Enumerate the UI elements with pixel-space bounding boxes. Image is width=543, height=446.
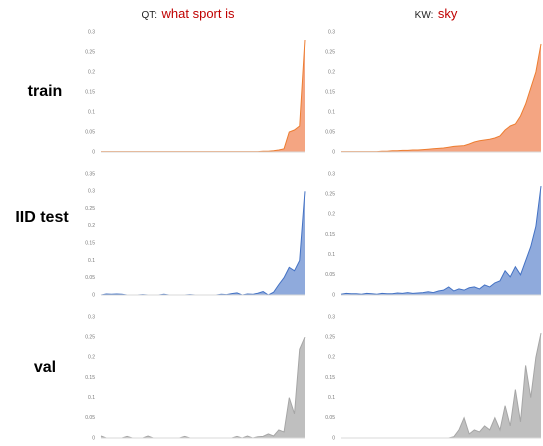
area	[341, 186, 541, 295]
y-tick-label: 0.1	[88, 258, 95, 264]
y-tick-label: 0.2	[88, 355, 95, 361]
y-tick-label: 0.35	[85, 171, 95, 177]
area-line	[101, 39, 306, 153]
y-tick-label: 0	[92, 435, 95, 441]
y-tick-label: 0	[92, 149, 95, 155]
y-tick-label: 0.05	[325, 129, 335, 135]
y-tick-label: 0.2	[328, 355, 335, 361]
y-tick-label: 0.3	[88, 314, 95, 320]
y-tick-label: 0.05	[85, 415, 95, 421]
y-tick-label: 0.15	[85, 375, 95, 381]
y-tick-label: 0.2	[88, 223, 95, 229]
y-tick-label: 0.2	[328, 69, 335, 75]
y-tick-label: 0.05	[85, 275, 95, 281]
header-prefix: QT:	[142, 10, 158, 21]
y-tick-label: 0	[332, 292, 335, 298]
y-tick-label: 0.05	[325, 272, 335, 278]
y-tick-label: 0	[92, 292, 95, 298]
y-tick-label: 0.2	[88, 69, 95, 75]
y-tick-label: 0.3	[328, 171, 335, 177]
y-tick-label: 0.25	[325, 49, 335, 55]
row-label: IID test	[15, 209, 69, 226]
y-tick-label: 0.25	[85, 49, 95, 55]
y-tick-label: 0.15	[85, 89, 95, 95]
y-tick-label: 0.15	[325, 232, 335, 238]
y-tick-label: 0.25	[325, 334, 335, 340]
y-tick-label: 0.1	[88, 109, 95, 115]
y-tick-label: 0.05	[325, 415, 335, 421]
y-tick-label: 0.25	[325, 191, 335, 197]
row-label: val	[34, 359, 56, 376]
y-tick-label: 0.25	[85, 334, 95, 340]
y-tick-label: 0.1	[328, 395, 335, 401]
y-tick-label: 0.1	[328, 252, 335, 258]
y-tick-label: 0.3	[328, 29, 335, 35]
y-tick-label: 0.15	[325, 375, 335, 381]
header-query: sky	[438, 6, 458, 21]
y-tick-label: 0.15	[85, 240, 95, 246]
row-label: train	[28, 83, 63, 100]
area	[101, 40, 305, 152]
y-tick-label: 0	[332, 435, 335, 441]
area-line	[100, 336, 306, 439]
area	[341, 44, 541, 152]
y-tick-label: 0.15	[325, 89, 335, 95]
column-header: KW: sky	[415, 6, 458, 23]
area-line	[340, 186, 542, 295]
area	[101, 191, 305, 295]
header-prefix: KW:	[415, 10, 434, 21]
y-tick-label: 0.3	[88, 189, 95, 195]
y-tick-label: 0	[332, 149, 335, 155]
area-line	[100, 191, 306, 296]
y-tick-label: 0.3	[88, 29, 95, 35]
y-tick-label: 0.1	[88, 395, 95, 401]
column-header: QT: what sport is	[142, 6, 235, 23]
area	[341, 333, 541, 438]
header-query: what sport is	[161, 6, 235, 21]
y-tick-label: 0.2	[328, 212, 335, 218]
y-tick-label: 0.3	[328, 314, 335, 320]
area-line	[341, 333, 542, 439]
y-tick-label: 0.25	[85, 206, 95, 212]
y-tick-label: 0.05	[85, 129, 95, 135]
area	[101, 337, 305, 438]
y-tick-label: 0.1	[328, 109, 335, 115]
